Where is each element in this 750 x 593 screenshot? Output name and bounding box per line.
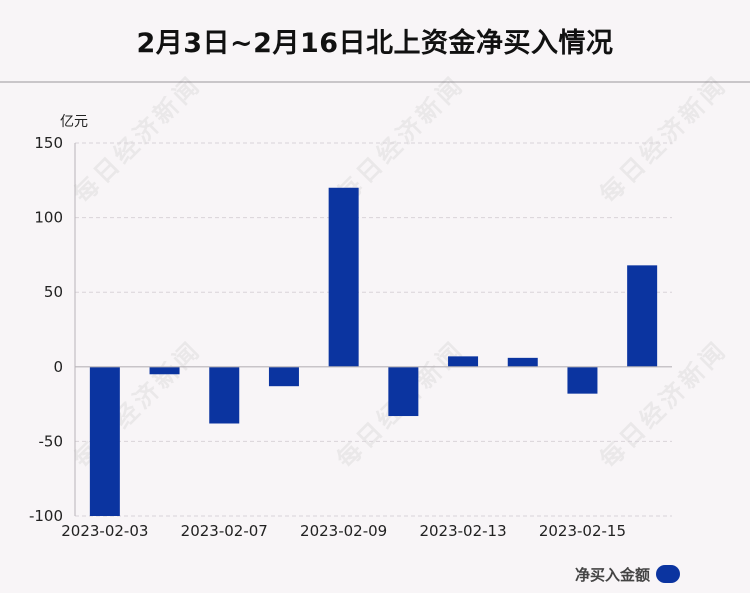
x-tick-label: 2023-02-13 bbox=[419, 522, 506, 540]
x-tick-label: 2023-02-07 bbox=[181, 522, 268, 540]
x-tick-label: 2023-02-09 bbox=[300, 522, 387, 540]
bar bbox=[209, 366, 240, 424]
x-tick-label: 2023-02-03 bbox=[61, 522, 148, 540]
y-tick-label: 100 bbox=[34, 209, 63, 227]
bar bbox=[268, 366, 299, 387]
bar bbox=[627, 265, 658, 367]
y-tick-label: -50 bbox=[39, 432, 64, 450]
y-tick-label: 50 bbox=[44, 283, 63, 301]
bar bbox=[388, 366, 419, 417]
bar bbox=[567, 366, 598, 394]
bar bbox=[448, 356, 479, 367]
y-tick-label: 150 bbox=[34, 134, 63, 152]
legend-swatch bbox=[656, 565, 681, 583]
y-tick-label: 0 bbox=[53, 358, 63, 376]
title-divider bbox=[0, 81, 750, 83]
legend: 净买入金额 bbox=[575, 563, 681, 585]
y-tick-label: -100 bbox=[29, 507, 63, 525]
y-axis-unit-label: 亿元 bbox=[60, 114, 88, 130]
bar bbox=[89, 366, 120, 516]
bar bbox=[328, 187, 359, 367]
bar bbox=[149, 366, 180, 375]
x-tick-label: 2023-02-15 bbox=[539, 522, 626, 540]
bar bbox=[507, 357, 538, 367]
legend-label: 净买入金额 bbox=[575, 565, 651, 584]
chart-title: 2月3日~2月16日北上资金净买入情况 bbox=[136, 27, 614, 59]
